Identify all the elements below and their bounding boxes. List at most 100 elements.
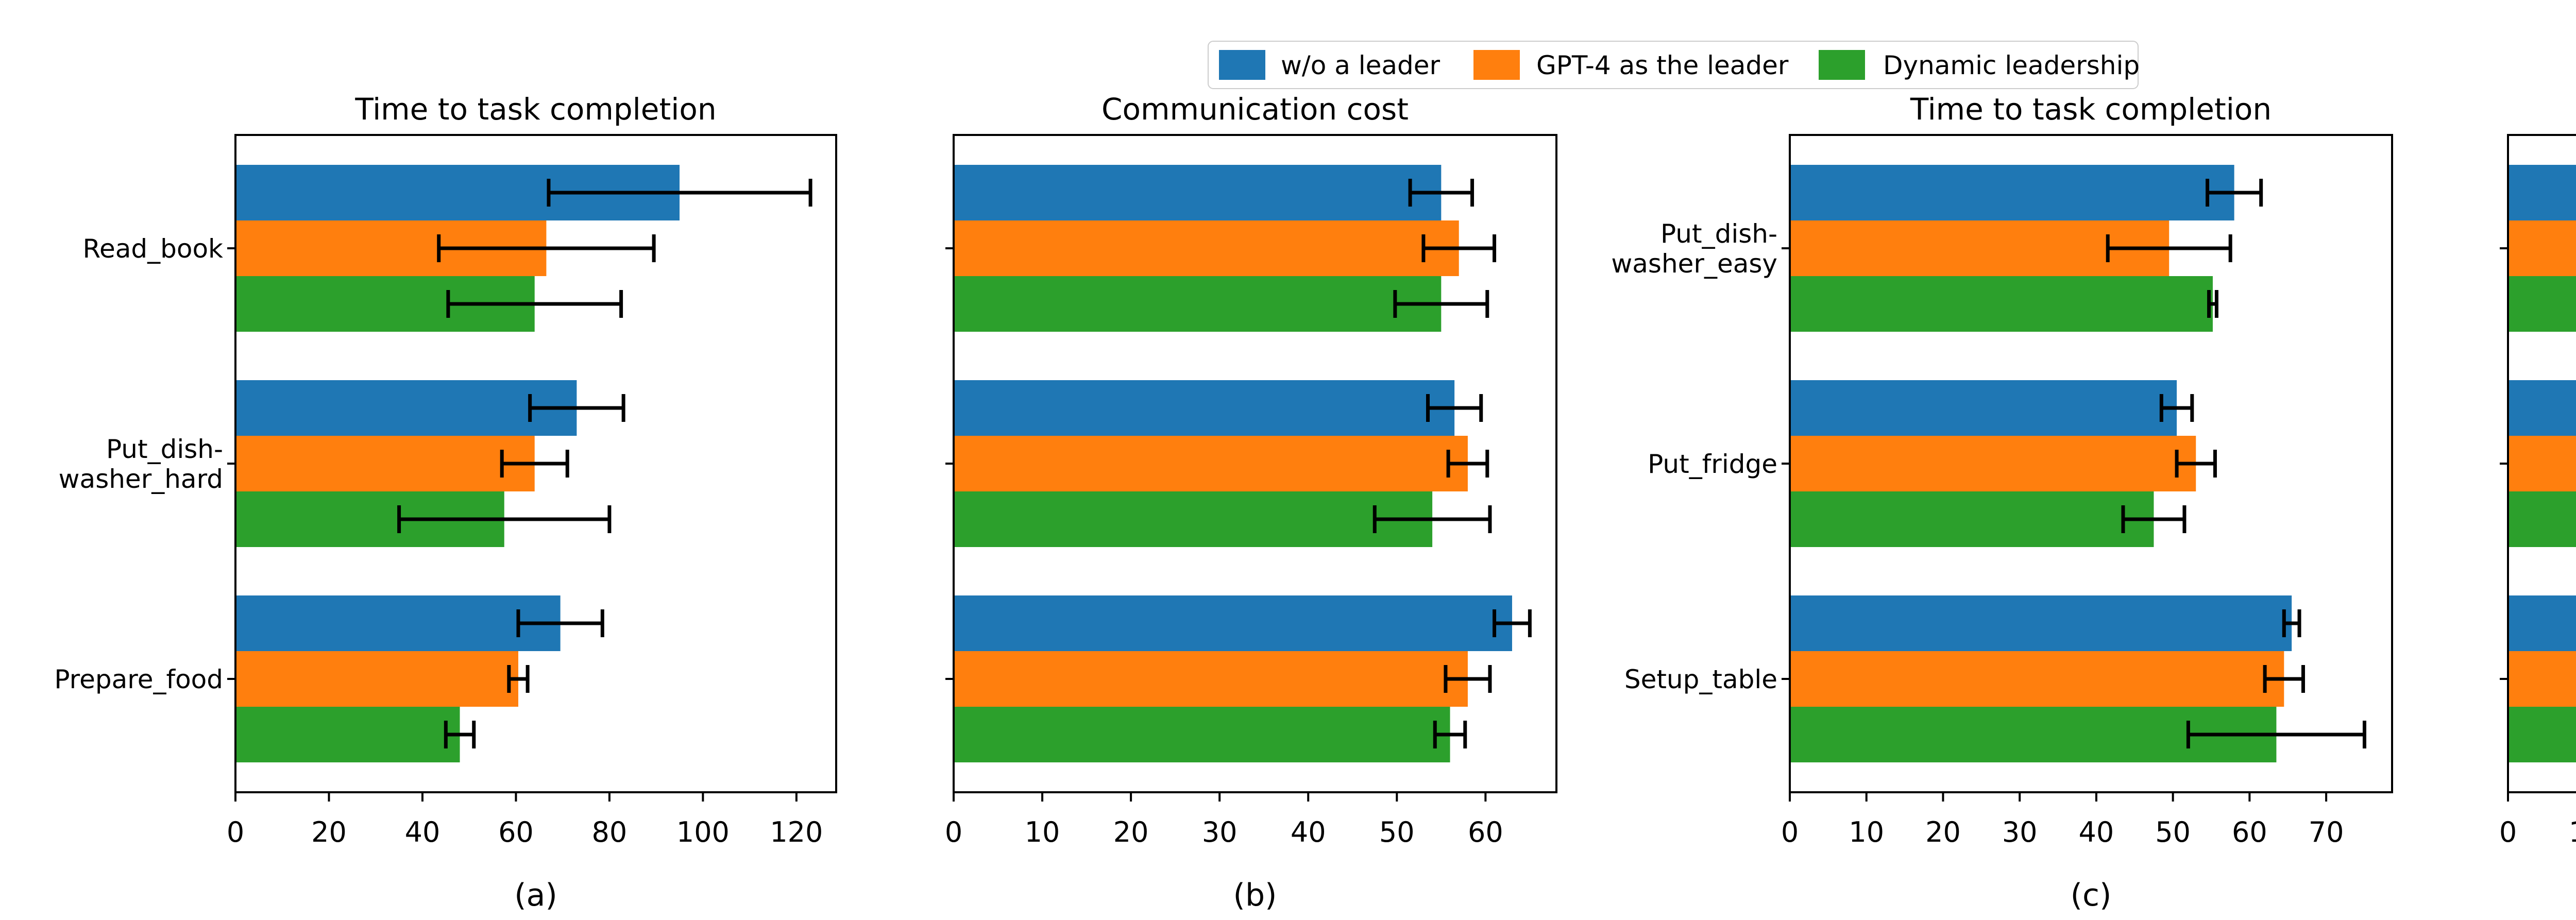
error-bar-gpt-4-as-the-leader-put-dish-washer-easy (2106, 234, 2232, 262)
subplot-c: Time to task completion 0 10 20 30 40 50 60 70 Pu… (1611, 92, 2393, 913)
x-tick-label: 80 (592, 816, 628, 848)
bar-w-o-a-leader-setup-table (1790, 595, 2292, 651)
category-label-put-dish-washer-hard: washer_hard (59, 464, 223, 494)
chart-title: Time to task completion (354, 92, 716, 127)
bar-gpt-4-as-the-leader-put-dish-washer-hard (954, 436, 1468, 491)
x-tick-label: 60 (498, 816, 534, 848)
bar-w-o-a-leader-setup-table (2508, 595, 2576, 651)
legend-swatch-green (1819, 50, 1865, 80)
x-tick-label: 40 (405, 816, 440, 848)
x-tick-label: 10 (1849, 816, 1884, 848)
error-bar-dynamic-leadership-put-dish-washer-easy (2207, 290, 2218, 318)
bar-w-o-a-leader-put-dish-washer-easy (1790, 165, 2234, 220)
bar-gpt-4-as-the-leader-prepare-food (954, 651, 1468, 707)
legend-box (1208, 41, 2139, 89)
category-label-put-dish-washer-hard: Put_dish- (106, 434, 223, 464)
bar-gpt-4-as-the-leader-setup-table (1790, 651, 2284, 707)
bar-w-o-a-leader-read-book (954, 165, 1442, 220)
subplot-caption-a: (a) (514, 877, 557, 913)
x-tick-label: 60 (1468, 816, 1503, 848)
subplot-caption-c: (c) (2071, 877, 2112, 913)
bar-gpt-4-as-the-leader-put-dish-washer-easy (1790, 220, 2170, 276)
legend-label-w-o-a-leader: w/o a leader (1281, 50, 1440, 80)
x-tick-label: 100 (676, 816, 730, 848)
error-bar-gpt-4-as-the-leader-put-dish-washer-hard (1446, 450, 1489, 478)
x-tick-label: 50 (1379, 816, 1415, 848)
error-bar-gpt-4-as-the-leader-prepare-food (507, 665, 530, 693)
chart-title: Time to task completion (1910, 92, 2272, 127)
bar-gpt-4-as-the-leader-put-fridge (2508, 436, 2576, 491)
error-bar-w-o-a-leader-put-dish-washer-easy (2206, 179, 2263, 207)
error-bar-dynamic-leadership-put-dish-washer-hard (397, 505, 612, 533)
bar-w-o-a-leader-prepare-food (954, 595, 1512, 651)
bar-gpt-4-as-the-leader-put-dish-washer-easy (2508, 220, 2576, 276)
error-bar-dynamic-leadership-read-book (1393, 290, 1489, 318)
error-bar-w-o-a-leader-read-book (547, 179, 812, 207)
error-bar-dynamic-leadership-prepare-food (444, 721, 476, 748)
bar-dynamic-leadership-put-dish-washer-easy (1790, 276, 2213, 332)
subplot-d: Communication cost010203040506070(d) (2499, 134, 2576, 848)
x-tick-label: 0 (1781, 816, 1799, 848)
bar-w-o-a-leader-put-fridge (1790, 380, 2177, 436)
x-tick-label: 40 (1291, 816, 1326, 848)
error-bar-dynamic-leadership-read-book (446, 290, 623, 318)
bar-w-o-a-leader-put-fridge (2508, 380, 2576, 436)
error-bar-w-o-a-leader-put-dish-washer-hard (1426, 394, 1483, 422)
x-tick-label: 0 (945, 816, 962, 848)
x-tick-label: 20 (1925, 816, 1961, 848)
chart-title: Communication cost (1101, 92, 1409, 127)
bar-w-o-a-leader-put-dish-washer-hard (235, 380, 577, 436)
error-bar-gpt-4-as-the-leader-read-book (1421, 234, 1497, 262)
bar-dynamic-leadership-prepare-food (954, 707, 1450, 762)
error-bar-dynamic-leadership-setup-table (2186, 721, 2366, 748)
subplot-caption-b: (b) (1233, 877, 1277, 913)
error-bar-gpt-4-as-the-leader-put-dish-washer-hard (500, 450, 569, 478)
legend-label-gpt-4-as-the-leader: GPT-4 as the leader (1536, 50, 1789, 80)
x-tick-label: 50 (2155, 816, 2191, 848)
error-bar-w-o-a-leader-setup-table (2282, 609, 2301, 637)
x-tick-label: 40 (2079, 816, 2114, 848)
bar-dynamic-leadership-put-fridge (2508, 491, 2576, 547)
category-label-put-dish-washer-easy: Put_dish- (1660, 219, 1777, 249)
error-bar-gpt-4-as-the-leader-read-book (437, 234, 656, 262)
bar-gpt-4-as-the-leader-prepare-food (235, 651, 518, 707)
legend-swatch-blue (1219, 50, 1265, 80)
bar-dynamic-leadership-setup-table (2508, 707, 2576, 762)
bar-dynamic-leadership-prepare-food (235, 707, 460, 762)
x-tick-label: 60 (2232, 816, 2267, 848)
legend-swatch-orange (1473, 50, 1520, 80)
error-bar-dynamic-leadership-put-fridge (2121, 505, 2187, 533)
bar-gpt-4-as-the-leader-put-dish-washer-hard (235, 436, 535, 491)
legend-label-dynamic-leadership: Dynamic leadership (1883, 50, 2140, 80)
bar-w-o-a-leader-put-dish-washer-hard (954, 380, 1455, 436)
x-tick-label: 30 (1202, 816, 1238, 848)
bar-dynamic-leadership-put-dish-washer-hard (954, 491, 1433, 547)
category-label-setup-table: Setup_table (1624, 665, 1777, 694)
bar-dynamic-leadership-read-book (954, 276, 1442, 332)
error-bar-gpt-4-as-the-leader-put-fridge (2175, 450, 2217, 478)
bar-dynamic-leadership-put-fridge (1790, 491, 2154, 547)
error-bar-w-o-a-leader-prepare-food (516, 609, 604, 637)
bar-dynamic-leadership-put-dish-washer-easy (2508, 276, 2576, 332)
x-tick-label: 120 (770, 816, 823, 848)
x-tick-label: 10 (1025, 816, 1060, 848)
bar-w-o-a-leader-prepare-food (235, 595, 561, 651)
x-tick-label: 0 (2499, 816, 2517, 848)
x-tick-label: 70 (2309, 816, 2344, 848)
error-bar-w-o-a-leader-prepare-food (1493, 609, 1532, 637)
category-label-put-dish-washer-easy: washer_easy (1611, 249, 1777, 279)
error-bar-w-o-a-leader-put-dish-washer-hard (528, 394, 625, 422)
error-bar-w-o-a-leader-put-fridge (2159, 394, 2194, 422)
bar-gpt-4-as-the-leader-setup-table (2508, 651, 2576, 707)
x-tick-label: 20 (1113, 816, 1149, 848)
bar-gpt-4-as-the-leader-read-book (954, 220, 1459, 276)
category-label-put-fridge: Put_fridge (1648, 449, 1777, 479)
x-tick-label: 30 (2002, 816, 2038, 848)
error-bar-w-o-a-leader-read-book (1408, 179, 1475, 207)
legend: w/o a leader GPT-4 as the leader Dynamic l… (1208, 41, 2140, 89)
subplot-a: Time to task completion 0 20 40 60 80 100 120 Re… (54, 92, 837, 913)
subplot-b: Communication cost 0 10 20 30 40 50 60 (b) (945, 92, 1557, 913)
error-bar-dynamic-leadership-prepare-food (1433, 721, 1467, 748)
